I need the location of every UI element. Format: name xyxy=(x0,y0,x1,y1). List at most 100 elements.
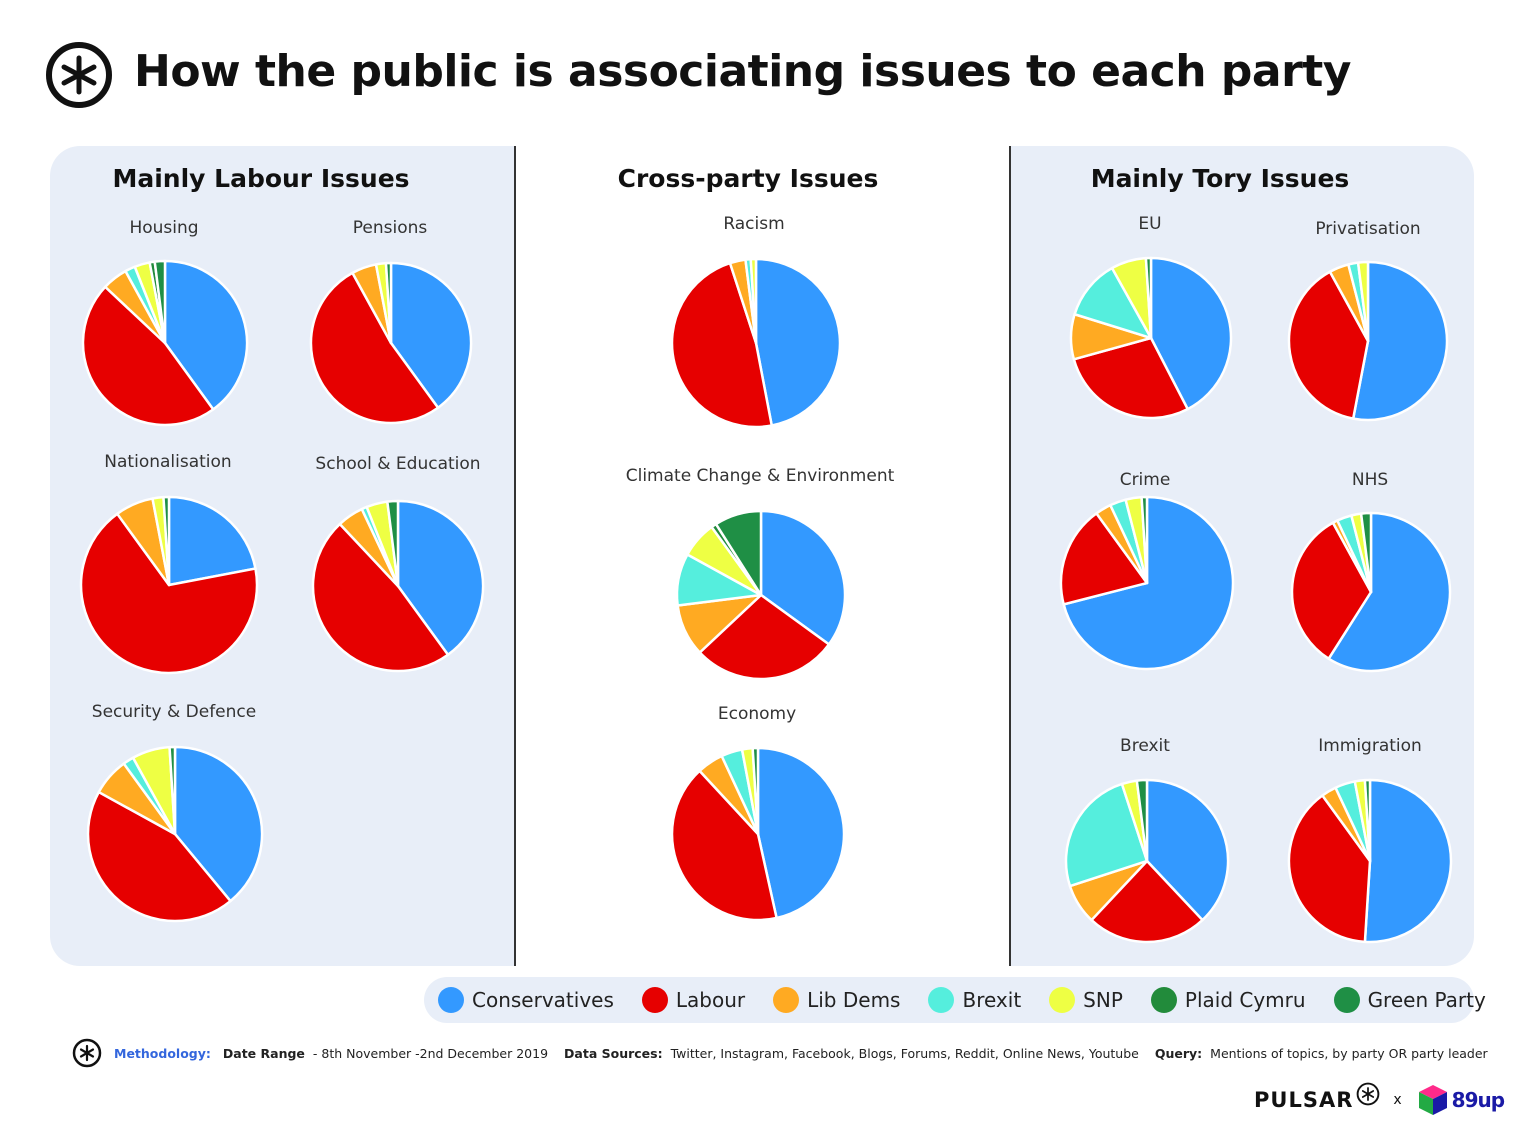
pie-slice-conservatives xyxy=(759,509,847,646)
legend-swatch-snp xyxy=(1049,987,1076,1013)
pie-brexit xyxy=(1064,778,1230,944)
pie-slice-conservatives xyxy=(1363,778,1453,944)
date-range-label: Date Range xyxy=(222,1045,305,1061)
pulsar-star-icon xyxy=(1357,1082,1380,1106)
pie-slice-green-party xyxy=(751,746,760,836)
pie-slice-conservatives xyxy=(167,495,257,587)
pie-slice-green-party xyxy=(386,499,400,588)
legend-label: Lib Dems xyxy=(807,988,901,1012)
pie-school-education xyxy=(311,499,485,673)
legend-item-snp: SNP xyxy=(1049,987,1123,1013)
pie-slice-labour xyxy=(1287,794,1372,944)
legend-item-green-party: Green Party xyxy=(1333,987,1486,1013)
divider-right xyxy=(1009,146,1011,966)
pie-immigration xyxy=(1287,778,1453,944)
page-title: How the public is associating issues to … xyxy=(134,46,1352,97)
legend-swatch-green-party xyxy=(1333,987,1360,1013)
pie-slice-green-party xyxy=(1140,495,1149,585)
data-sources-value: Twitter, Instagram, Facebook, Blogs, For… xyxy=(670,1045,1139,1061)
query-value: Mentions of topics, by party OR party le… xyxy=(1210,1045,1488,1061)
pie-slice-labour xyxy=(670,261,773,429)
date-range-value: - 8th November -2nd December 2019 xyxy=(312,1045,549,1061)
pie-slice-green-party xyxy=(168,745,177,836)
query: Query: Mentions of topics, by party OR p… xyxy=(1155,1046,1488,1061)
legend-label: Conservatives xyxy=(472,988,614,1012)
pie-slice-labour xyxy=(79,512,259,675)
legend-label: SNP xyxy=(1083,988,1123,1012)
pie-slice-green-party xyxy=(714,509,763,597)
legend-label: Plaid Cymru xyxy=(1184,988,1306,1012)
legend: Conservatives Labour Lib Dems Brexit SNP… xyxy=(424,977,1486,1023)
legend-swatch-plaid-cymru xyxy=(1150,987,1177,1013)
section-title-cross-party: Cross-party Issues xyxy=(617,164,879,193)
pie-slice-conservatives xyxy=(1062,495,1235,671)
pie-privatisation xyxy=(1287,260,1449,422)
pie-title-security-defence: Security & Defence xyxy=(91,702,257,722)
legend-swatch-brexit xyxy=(928,987,955,1013)
pie-slice-conservatives xyxy=(389,261,473,409)
pie-nhs xyxy=(1290,511,1452,673)
pie-title-nationalisation: Nationalisation xyxy=(104,452,232,472)
legend-item-conservatives: Conservatives xyxy=(438,987,614,1013)
methodology-footer: Methodology: Date Range - 8th November -… xyxy=(72,1036,1512,1070)
pulsar-wordmark: PULSAR xyxy=(1254,1088,1354,1112)
pie-slice-labour xyxy=(1072,336,1189,420)
pie-slice-conservatives xyxy=(173,745,264,903)
pie-slice-labour xyxy=(698,593,831,681)
pie-economy xyxy=(670,746,846,922)
pie-pensions xyxy=(309,261,473,425)
legend-swatch-conservatives xyxy=(438,987,464,1013)
pie-title-economy: Economy xyxy=(717,704,797,724)
pie-slice-conservatives xyxy=(1327,511,1452,673)
pie-eu xyxy=(1069,256,1233,420)
pie-title-housing: Housing xyxy=(129,218,199,238)
legend-swatch-lib-dems xyxy=(773,987,800,1013)
pie-slice-conservatives xyxy=(396,499,485,657)
pie-slice-green-party xyxy=(153,259,167,345)
pie-slice-labour xyxy=(1090,859,1204,944)
pie-slice-labour xyxy=(309,271,440,425)
pie-slice-green-party xyxy=(1144,256,1153,340)
pie-slice-conservatives xyxy=(1145,778,1230,922)
pie-slice-labour xyxy=(670,769,778,922)
pie-climate-change-environment xyxy=(675,509,847,681)
pie-title-climate: Climate Change & Environment xyxy=(625,466,895,486)
pie-title-immigration: Immigration xyxy=(1318,736,1422,756)
legend-label: Labour xyxy=(675,988,746,1012)
pie-slice-green-party xyxy=(384,261,393,345)
pie-slice-conservatives xyxy=(163,259,249,411)
pie-title-crime: Crime xyxy=(1119,470,1171,490)
legend-swatch-labour xyxy=(641,987,668,1013)
89up-wordmark: 89up xyxy=(1451,1088,1505,1112)
pie-title-nhs: NHS xyxy=(1351,470,1389,490)
pie-slice-snp xyxy=(1356,260,1370,343)
pie-slice-labour xyxy=(311,522,450,673)
legend-label: Green Party xyxy=(1367,988,1486,1012)
data-sources: Data Sources: Twitter, Instagram, Facebo… xyxy=(564,1046,1139,1061)
89up-cube-icon xyxy=(1418,1085,1447,1115)
pie-slice-green-party xyxy=(1359,511,1373,594)
pie-slice-labour xyxy=(86,790,232,923)
brand-logos: PULSAR x 89up xyxy=(1254,1078,1514,1122)
pulsar-small-logo-icon xyxy=(72,1038,102,1068)
pie-slice-brexit xyxy=(1064,782,1149,888)
legend-item-labour: Labour xyxy=(641,987,746,1013)
pie-title-school-education: School & Education xyxy=(315,454,481,474)
pie-crime xyxy=(1059,495,1235,671)
pie-title-brexit: Brexit xyxy=(1120,736,1170,756)
pie-nationalisation xyxy=(79,495,259,675)
methodology-label: Methodology: xyxy=(114,1045,211,1061)
pie-title-pensions: Pensions xyxy=(352,218,428,238)
pie-slice-green-party xyxy=(1135,778,1149,863)
pulsar-logo-icon xyxy=(46,42,112,108)
section-title-labour: Mainly Labour Issues xyxy=(112,164,410,193)
pie-security-defence xyxy=(86,745,264,923)
query-label: Query: xyxy=(1154,1045,1203,1061)
pie-slice-green-party xyxy=(1363,778,1372,863)
pie-slice-conservatives xyxy=(756,746,846,920)
section-title-tory: Mainly Tory Issues xyxy=(1090,164,1350,193)
pie-slice-green-party xyxy=(162,495,171,587)
legend-item-lib-dems: Lib Dems xyxy=(773,987,900,1013)
pie-slice-conservatives xyxy=(1149,256,1233,411)
